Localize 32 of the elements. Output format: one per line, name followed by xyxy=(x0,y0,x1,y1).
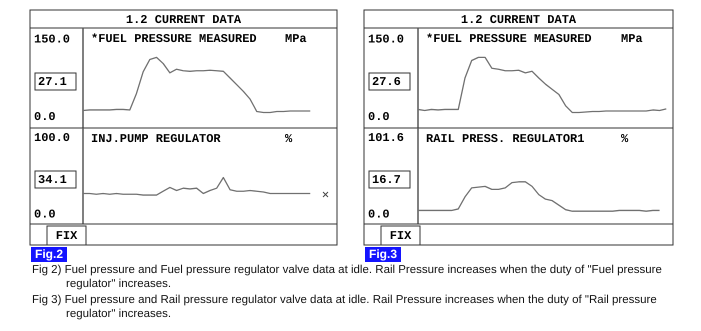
line-series xyxy=(82,176,311,196)
caption: Fig.3 xyxy=(368,247,398,262)
text: 34.1 xyxy=(38,173,67,188)
caption: Fig 3) Fuel pressure and Rail pressure regulator valve data at idle. Rail Pressure increases when the duty of "Rail pressure regulator" increases. xyxy=(32,293,658,321)
caption: Fig.2 xyxy=(34,247,64,262)
text: 16.7 xyxy=(372,173,401,188)
y-tick-label: 150.0 xyxy=(368,32,404,47)
y-tick-label: 150.0 xyxy=(34,32,70,47)
y-axis-title: % xyxy=(285,132,293,146)
y-axis-title: MPa xyxy=(285,32,307,46)
y-tick-label: 101.6 xyxy=(368,130,404,145)
caption: Fig 2) Fuel pressure and Fuel pressure regulator valve data at idle. Rail Pressure increases when the duty of "Fuel pressure regulator" increases. xyxy=(32,263,663,291)
chart-title: *FUEL PRESSURE MEASURED xyxy=(426,32,592,46)
text: 1.2 CURRENT DATA xyxy=(460,13,577,27)
y-axis-title: MPa xyxy=(621,32,643,46)
text: 27.6 xyxy=(372,75,401,90)
chart-title: RAIL PRESS. REGULATOR1 xyxy=(426,132,584,146)
line-series xyxy=(82,56,311,114)
y-axis-title: % xyxy=(621,132,629,146)
y-tick-label: 0.0 xyxy=(368,110,390,124)
text: 27.1 xyxy=(38,75,67,90)
chart-title: *FUEL PRESSURE MEASURED xyxy=(91,32,257,46)
y-tick-label: 0.0 xyxy=(34,110,56,124)
y-tick-label: 100.0 xyxy=(34,131,70,146)
chart-title: INJ.PUMP REGULATOR xyxy=(91,132,222,146)
y-tick-label: 0.0 xyxy=(34,207,56,222)
text: FIX xyxy=(56,229,78,244)
y-tick-label: 0.0 xyxy=(368,207,390,222)
text: FIX xyxy=(390,229,412,244)
line-series xyxy=(417,56,667,114)
text: 1.2 CURRENT DATA xyxy=(126,13,242,27)
line-series xyxy=(417,181,660,212)
